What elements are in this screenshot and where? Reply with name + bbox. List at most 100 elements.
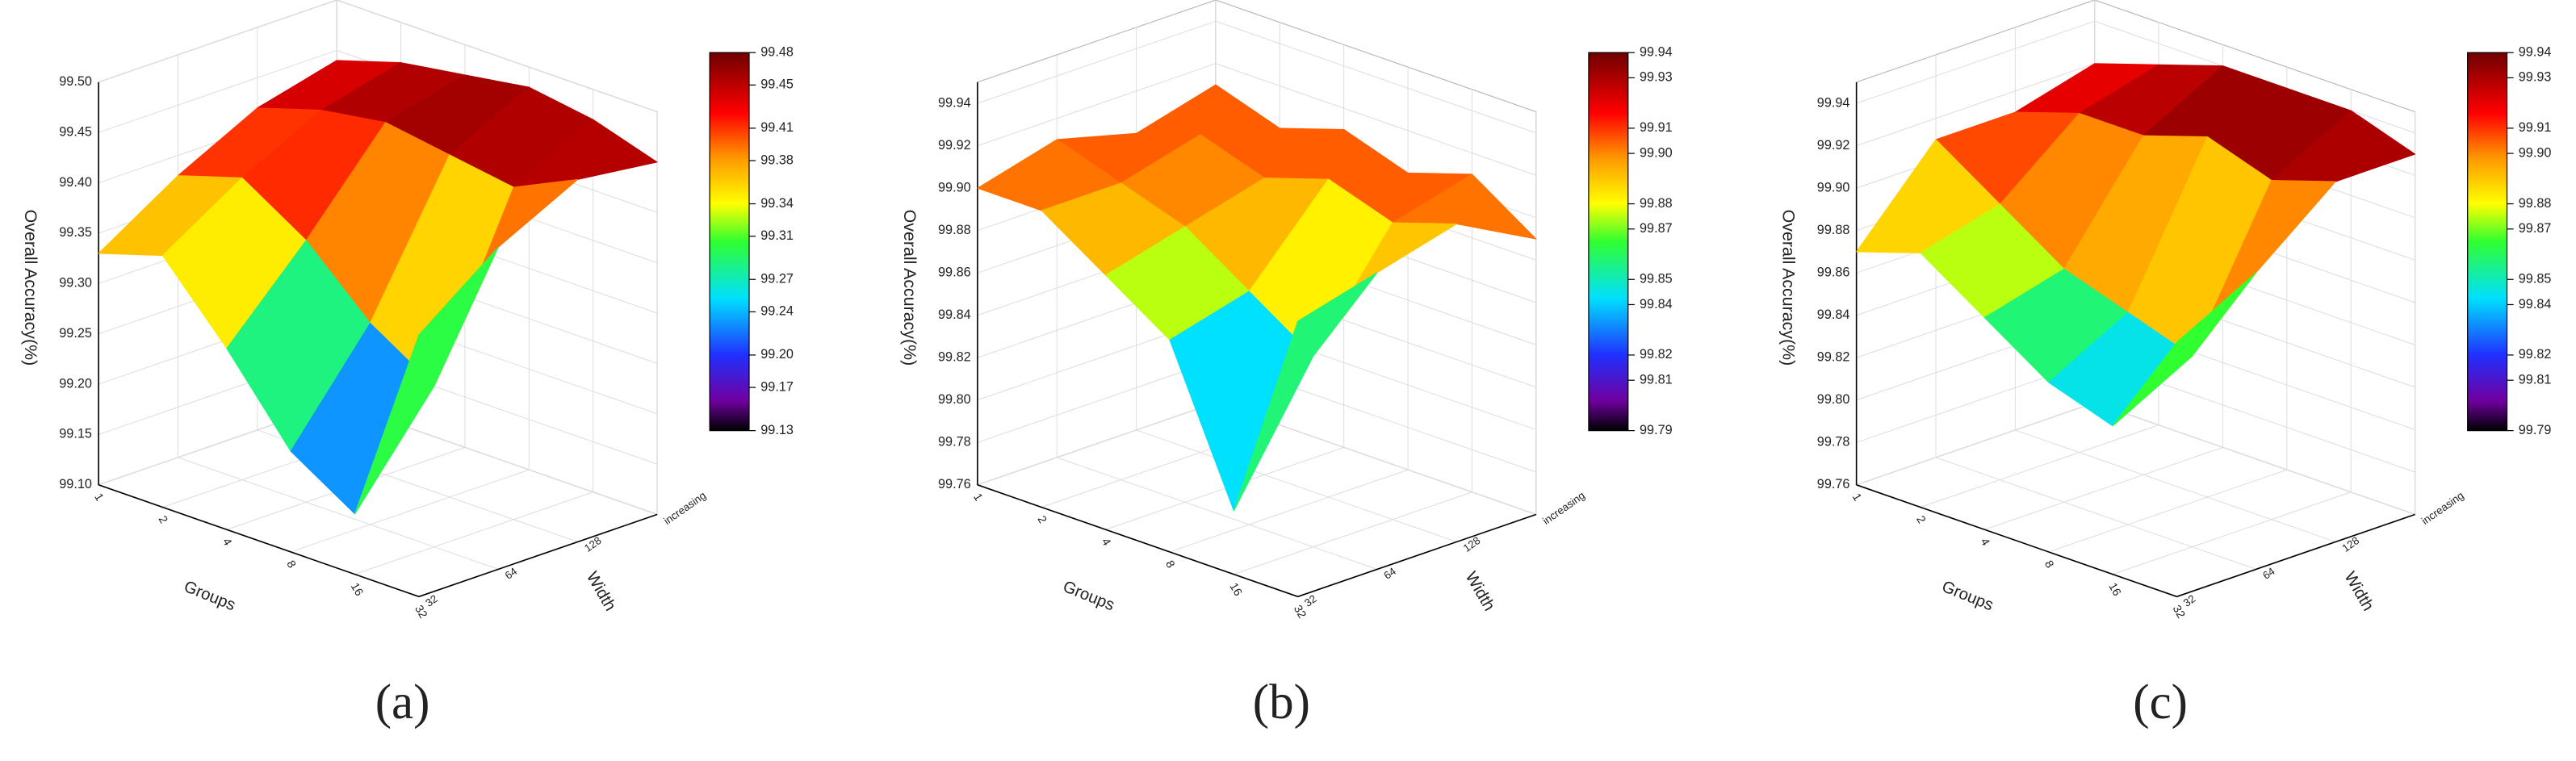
x-axis bbox=[977, 484, 1298, 598]
grid-line bbox=[977, 20, 1536, 134]
colorbar bbox=[2467, 52, 2508, 432]
colorbar-tick-label: 99.31 bbox=[760, 228, 794, 243]
colorbar-tick-label: 99.84 bbox=[2519, 297, 2552, 312]
x-axis-title: Groups bbox=[1060, 578, 1116, 614]
z-tick-label: 99.15 bbox=[59, 427, 92, 441]
colorbar-tick-label: 99.93 bbox=[2519, 70, 2552, 85]
z-tick-label: 99.80 bbox=[1817, 392, 1850, 407]
colorbar-tick-label: 99.90 bbox=[1640, 145, 1673, 160]
z-axis-title: Overall Accuracy(%) bbox=[900, 210, 919, 366]
y-axis-title: Width bbox=[583, 569, 619, 614]
y-tick-label: 32 bbox=[1302, 592, 1319, 609]
y-tick-label: 64 bbox=[2260, 565, 2277, 582]
z-tick-label: 99.82 bbox=[1817, 350, 1850, 365]
z-tick-label: 99.30 bbox=[59, 276, 92, 291]
colorbar-tick-label: 99.91 bbox=[2519, 120, 2552, 135]
x-tick-label: 2 bbox=[156, 514, 170, 526]
z-tick-label: 99.92 bbox=[1817, 138, 1850, 153]
x-tick-label: 2 bbox=[1913, 514, 1928, 526]
z-tick-label: 99.84 bbox=[1817, 307, 1850, 322]
y-tick-label: 64 bbox=[1381, 565, 1398, 582]
z-tick-label: 99.10 bbox=[59, 477, 92, 491]
z-tick-label: 99.84 bbox=[938, 307, 971, 322]
z-tick-label: 99.90 bbox=[938, 180, 971, 194]
colorbar-tick-label: 99.48 bbox=[760, 44, 794, 59]
y-axis bbox=[1297, 513, 1537, 598]
z-axis-title: Overall Accuracy(%) bbox=[21, 210, 40, 366]
x-tick-label: 1 bbox=[1849, 491, 1864, 504]
z-tick-label: 99.76 bbox=[938, 477, 971, 491]
y-tick-label: increasing bbox=[2419, 489, 2466, 527]
colorbar-tick-label: 99.20 bbox=[760, 347, 794, 362]
z-tick-label: 99.78 bbox=[1817, 435, 1850, 449]
y-tick-label: 32 bbox=[423, 592, 440, 609]
x-tick-label: 4 bbox=[220, 536, 234, 548]
colorbar-tick-label: 99.81 bbox=[2519, 372, 2552, 387]
y-axis bbox=[418, 513, 658, 598]
z-tick-label: 99.78 bbox=[938, 435, 971, 449]
x-tick-label: 16 bbox=[2105, 581, 2123, 599]
x-tick-label: 32 bbox=[1291, 603, 1309, 621]
colorbar-tick-label: 99.34 bbox=[760, 196, 794, 211]
colorbar-tick-label: 99.94 bbox=[2519, 44, 2552, 59]
x-tick-label: 16 bbox=[348, 581, 366, 599]
panel-label: (b) bbox=[1253, 675, 1310, 730]
colorbar-tick-label: 99.24 bbox=[760, 304, 794, 319]
colorbar-tick-label: 99.85 bbox=[1640, 272, 1673, 286]
z-tick-label: 99.88 bbox=[1817, 223, 1850, 237]
grid-line bbox=[98, 0, 658, 112]
colorbar bbox=[709, 52, 750, 432]
x-axis-title: Groups bbox=[182, 578, 238, 614]
x-tick-label: 8 bbox=[1162, 558, 1177, 571]
colorbar-tick-label: 99.27 bbox=[760, 272, 794, 286]
colorbar-tick-label: 99.79 bbox=[2519, 423, 2552, 437]
colorbar-tick-label: 99.45 bbox=[760, 77, 794, 92]
z-tick-label: 99.80 bbox=[938, 392, 971, 407]
z-tick-label: 99.82 bbox=[938, 350, 971, 365]
x-tick-label: 1 bbox=[91, 491, 106, 504]
colorbar-tick-label: 99.13 bbox=[760, 423, 794, 437]
colorbar-tick-label: 99.41 bbox=[760, 120, 794, 135]
z-tick-label: 99.94 bbox=[1817, 95, 1850, 110]
colorbar-tick-label: 99.82 bbox=[2519, 347, 2552, 362]
colorbar-tick-label: 99.85 bbox=[2519, 272, 2552, 286]
surface-patch bbox=[2112, 272, 2257, 427]
x-tick-label: 32 bbox=[412, 603, 429, 621]
x-axis bbox=[98, 484, 420, 598]
z-tick-label: 99.45 bbox=[59, 125, 92, 140]
colorbar-tick-label: 99.87 bbox=[1640, 221, 1673, 236]
colorbar-tick-label: 99.38 bbox=[760, 153, 794, 167]
colorbar-tick-label: 99.93 bbox=[1640, 70, 1673, 85]
y-axis bbox=[2176, 513, 2415, 598]
panel-label: (a) bbox=[375, 675, 430, 730]
z-axis-title: Overall Accuracy(%) bbox=[1779, 210, 1799, 366]
colorbar-tick-label: 99.79 bbox=[1640, 423, 1673, 437]
colorbar-tick-label: 99.91 bbox=[1640, 120, 1673, 135]
colorbar-tick-label: 99.17 bbox=[760, 379, 794, 394]
colorbar-tick-label: 99.87 bbox=[2519, 221, 2552, 236]
z-tick-label: 99.86 bbox=[938, 265, 971, 279]
x-axis-title: Groups bbox=[1939, 578, 1996, 614]
y-axis-title: Width bbox=[2340, 569, 2377, 614]
grid-line bbox=[977, 63, 1536, 176]
y-tick-label: 64 bbox=[503, 565, 520, 582]
x-tick-label: 8 bbox=[2042, 558, 2056, 571]
z-tick-label: 99.40 bbox=[59, 175, 92, 190]
colorbar-tick-label: 99.90 bbox=[2519, 145, 2552, 160]
z-tick-label: 99.86 bbox=[1817, 265, 1850, 279]
z-tick-label: 99.92 bbox=[938, 138, 971, 153]
y-tick-label: 32 bbox=[2181, 592, 2198, 609]
y-tick-label: increasing bbox=[1540, 489, 1587, 527]
y-tick-label: increasing bbox=[661, 489, 708, 527]
z-tick-label: 99.76 bbox=[1817, 477, 1850, 491]
x-tick-label: 4 bbox=[1978, 536, 1992, 548]
z-tick-label: 99.88 bbox=[938, 223, 971, 237]
z-tick-label: 99.90 bbox=[1817, 180, 1850, 194]
colorbar-tick-label: 99.94 bbox=[1640, 44, 1673, 59]
colorbar-tick-label: 99.81 bbox=[1640, 372, 1673, 387]
z-tick-label: 99.20 bbox=[59, 376, 92, 391]
x-axis bbox=[1856, 484, 2177, 598]
z-tick-label: 99.94 bbox=[938, 95, 971, 110]
